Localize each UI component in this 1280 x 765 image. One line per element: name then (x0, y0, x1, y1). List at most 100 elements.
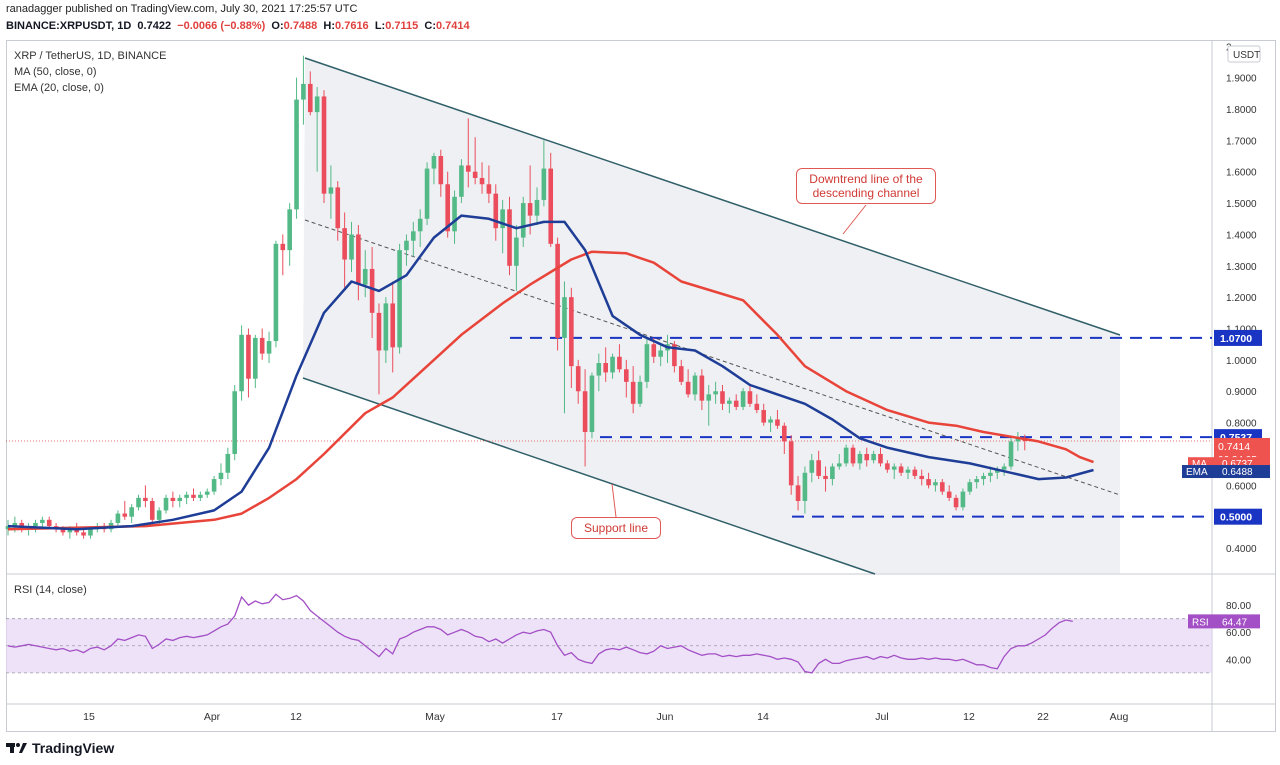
symbol-text: BINANCE:XRPUSDT, 1D (6, 20, 132, 32)
candle-body (184, 494, 189, 498)
candle-body (514, 237, 519, 266)
candle-body (754, 403, 760, 411)
candle-body (940, 482, 945, 492)
x-tick-label: 17 (551, 711, 563, 723)
candle-body (67, 529, 73, 533)
candle-body (335, 187, 341, 229)
x-tick-label: Aug (1110, 711, 1129, 723)
candle-body (163, 497, 169, 511)
candle-body (115, 513, 121, 523)
candle-body (864, 453, 870, 461)
tradingview-brand: TradingView (32, 740, 115, 756)
header: ranadagger published on TradingView.com,… (0, 0, 1280, 40)
candle-body (527, 203, 533, 216)
y-tick-label: 1.7000 (1226, 136, 1257, 147)
rsi-line (7, 593, 1073, 674)
chart-frame[interactable] (6, 40, 1276, 732)
candle-body (520, 203, 526, 238)
candle-body (768, 419, 773, 423)
candle-body (775, 419, 780, 426)
candle-body (459, 165, 464, 197)
candle-body (795, 485, 801, 502)
rsi-tick-label: 80.00 (1226, 601, 1251, 612)
rsi-tick-label: 40.00 (1226, 655, 1251, 666)
candle-body (685, 381, 691, 395)
dashed-trendline (304, 219, 1121, 496)
ma50-line (7, 250, 1094, 531)
candle-body (960, 491, 966, 508)
candle-body (122, 513, 128, 517)
candle-body (548, 168, 554, 244)
candle-body (582, 391, 588, 433)
candle-body (624, 369, 629, 382)
y-tick-label: 0.9000 (1226, 387, 1257, 398)
candle-body (788, 441, 794, 486)
channel-upper-line (304, 57, 1121, 336)
candle-body (307, 83, 313, 113)
y-tick-label: 1.8000 (1226, 105, 1257, 116)
candle-body (156, 510, 162, 520)
candle-body (843, 447, 849, 464)
candle-body (919, 475, 925, 480)
x-tick-label: 22 (1037, 711, 1049, 723)
candle-body (988, 472, 993, 476)
candle-body (342, 228, 347, 260)
ema-tag-name-bg (1182, 465, 1214, 479)
ema-tag-name: EMA (1186, 467, 1208, 478)
rsi-tag-name-bg (1188, 614, 1214, 629)
candle-body (301, 83, 306, 100)
candle-body (12, 522, 18, 527)
candle-body (198, 494, 203, 498)
candle-body (672, 344, 677, 367)
y-tick-label: 1.6000 (1226, 168, 1257, 179)
y-tick-label: 0.4000 (1226, 544, 1257, 555)
x-tick-label: 14 (757, 711, 769, 723)
candle-body (692, 375, 698, 395)
candle-body (630, 381, 636, 404)
candle-body (438, 156, 444, 185)
candle-body (926, 479, 931, 486)
legend-ma: MA (50, close, 0) (14, 66, 97, 78)
downtrend-annotation: Downtrend line of the descending channel (796, 168, 936, 204)
candle-body (273, 243, 279, 342)
legend-rsi: RSI (14, close) (14, 584, 87, 596)
candle-body (891, 466, 897, 470)
candle-body (747, 391, 753, 404)
candle-body (424, 168, 430, 219)
candle-body (823, 475, 828, 480)
ema-tag-value: 0.6488 (1222, 467, 1253, 478)
candle-body (802, 472, 808, 502)
legend-ema: EMA (20, close, 0) (14, 82, 104, 94)
x-tick-label: 12 (290, 711, 302, 723)
candle-body (658, 350, 663, 357)
y-tick-label: 0.6000 (1226, 481, 1257, 492)
open-label: O: (271, 20, 284, 32)
channel-fill (303, 58, 1120, 574)
rsi-tag-value: 64.47 (1222, 617, 1247, 628)
candle-body (465, 165, 471, 172)
candle-body (1001, 466, 1007, 470)
candle-body (912, 469, 918, 476)
candle-body (266, 341, 272, 354)
candle-body (898, 466, 904, 473)
rsi-tag-name: RSI (1192, 617, 1209, 628)
candle-body (596, 363, 602, 376)
candle-body (445, 184, 450, 232)
candle-body (383, 303, 389, 351)
level-tag-label: 0.5000 (1220, 512, 1252, 524)
candle-body (610, 356, 615, 373)
high-value: 0.7616 (335, 20, 369, 32)
candle-body (981, 475, 986, 480)
candle-body (369, 268, 375, 313)
footer: TradingView (6, 738, 114, 758)
candle-body (404, 240, 409, 251)
y-tick-label: 1.4000 (1226, 230, 1257, 241)
y-tick-label: 1.5000 (1226, 199, 1257, 210)
ema-tag-value-bg (1214, 465, 1270, 479)
candle-body (218, 472, 224, 480)
candle-body (60, 529, 66, 533)
candle-body (534, 199, 540, 216)
open-value: 0.7488 (283, 20, 318, 32)
support-annotation: Support line (571, 517, 661, 539)
